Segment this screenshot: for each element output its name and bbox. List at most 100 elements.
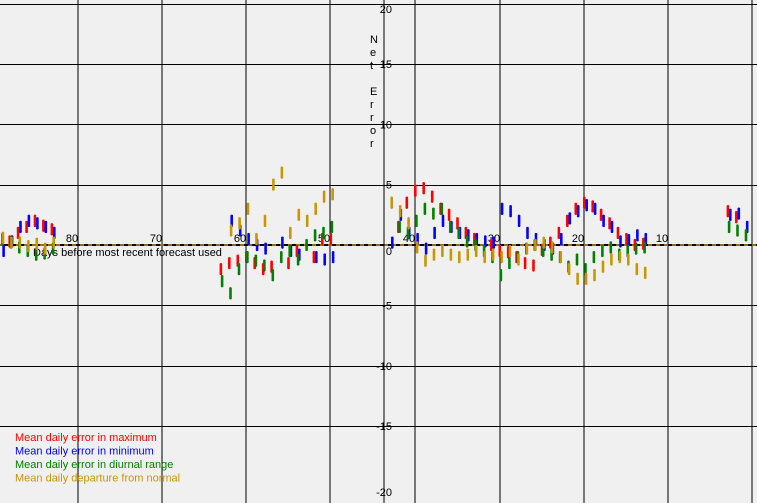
data-point-range — [313, 229, 317, 242]
x-tick-label: 70 — [150, 233, 162, 245]
y-tick-label: -10 — [376, 361, 392, 373]
data-point-normal — [474, 244, 478, 258]
data-point-normal — [246, 202, 250, 215]
data-point-min — [610, 220, 614, 234]
data-point-normal — [449, 248, 453, 261]
y-tick-label: 5 — [386, 180, 392, 192]
data-point-max — [42, 219, 45, 232]
data-point-range — [398, 220, 401, 234]
data-point-max — [430, 190, 434, 203]
data-point-normal — [618, 250, 622, 264]
data-point-min — [509, 205, 512, 218]
y-tick-label: 0 — [386, 246, 392, 258]
data-point-min — [585, 199, 589, 212]
data-point-min — [636, 229, 639, 242]
data-point-normal — [483, 250, 487, 264]
data-point-normal — [601, 260, 605, 273]
legend-item-normal: Mean daily departure from normal — [15, 473, 180, 485]
y-axis-title-char: e — [370, 47, 376, 59]
data-point-min — [52, 226, 56, 240]
data-point-range — [601, 244, 604, 258]
data-point-normal — [263, 214, 267, 228]
x-tick-label: 60 — [234, 233, 246, 245]
data-point-normal — [314, 202, 318, 215]
data-point-normal — [27, 240, 30, 253]
y-axis-title-char: E — [370, 86, 377, 98]
data-point-normal — [424, 254, 427, 267]
data-point-max — [422, 182, 426, 195]
data-point-min — [593, 202, 597, 215]
data-point-normal — [280, 166, 284, 179]
data-point-normal — [508, 244, 512, 258]
data-point-normal — [238, 217, 241, 230]
data-point-max — [599, 208, 603, 221]
data-point-max — [219, 262, 223, 276]
data-point-normal — [610, 253, 613, 266]
data-point-range — [736, 224, 739, 237]
data-point-range — [643, 241, 646, 254]
data-point-normal — [43, 242, 47, 255]
data-point-range — [609, 241, 613, 254]
data-point-max — [523, 256, 527, 270]
data-point-normal — [576, 272, 579, 285]
data-point-range — [448, 220, 452, 234]
data-point-normal — [559, 250, 563, 264]
data-point-min — [390, 236, 394, 249]
data-point-normal — [517, 253, 520, 266]
data-point-max — [413, 184, 417, 197]
data-point-min — [27, 214, 31, 228]
data-point-normal — [593, 269, 596, 282]
data-point-normal — [305, 214, 309, 228]
data-point-max — [532, 259, 535, 272]
data-point-min — [492, 236, 496, 249]
data-point-normal — [10, 236, 13, 249]
data-point-range — [727, 220, 731, 234]
data-point-min — [517, 214, 521, 228]
data-point-range — [592, 250, 596, 264]
data-point-min — [576, 205, 580, 218]
data-point-normal — [534, 238, 537, 252]
data-point-min — [323, 253, 327, 266]
data-point-normal — [415, 241, 419, 254]
data-point-min — [568, 212, 572, 225]
data-point-max — [557, 226, 561, 240]
data-point-min — [500, 202, 504, 215]
data-point-normal — [441, 244, 444, 258]
data-point-normal — [1, 231, 5, 244]
data-point-normal — [567, 262, 571, 276]
data-point-range — [423, 202, 427, 215]
y-tick-label: 10 — [380, 119, 392, 131]
data-point-max — [287, 256, 290, 270]
data-point-min — [19, 220, 22, 234]
data-point-normal — [255, 232, 258, 246]
y-axis-title-char: o — [370, 125, 376, 137]
data-point-max — [616, 226, 620, 240]
data-point-min — [2, 244, 5, 258]
data-point-min — [559, 232, 563, 246]
data-point-min — [737, 207, 741, 220]
data-point-range — [279, 250, 283, 264]
data-point-max — [489, 238, 493, 252]
data-points — [1, 166, 749, 300]
data-point-normal — [542, 236, 546, 249]
data-point-normal — [584, 272, 588, 285]
tick-labels: 807060504030201020151050-5-10-15-20 — [66, 4, 668, 499]
x-tick-label: 50 — [318, 233, 330, 245]
y-tick-label: -5 — [382, 300, 392, 312]
data-point-normal — [643, 266, 647, 279]
data-point-normal — [52, 236, 56, 249]
y-axis-title-char — [370, 73, 373, 85]
data-point-range — [246, 250, 249, 264]
y-tick-label: -20 — [376, 487, 392, 499]
data-point-normal — [229, 224, 233, 237]
data-point-normal — [398, 205, 402, 218]
legend-item-range: Mean daily error in diurnal range — [15, 459, 173, 471]
data-point-min — [314, 250, 318, 264]
data-point-normal — [500, 250, 503, 264]
data-point-max — [582, 196, 586, 209]
data-point-max — [734, 211, 738, 224]
data-point-range — [263, 259, 266, 272]
data-point-max — [574, 202, 578, 215]
